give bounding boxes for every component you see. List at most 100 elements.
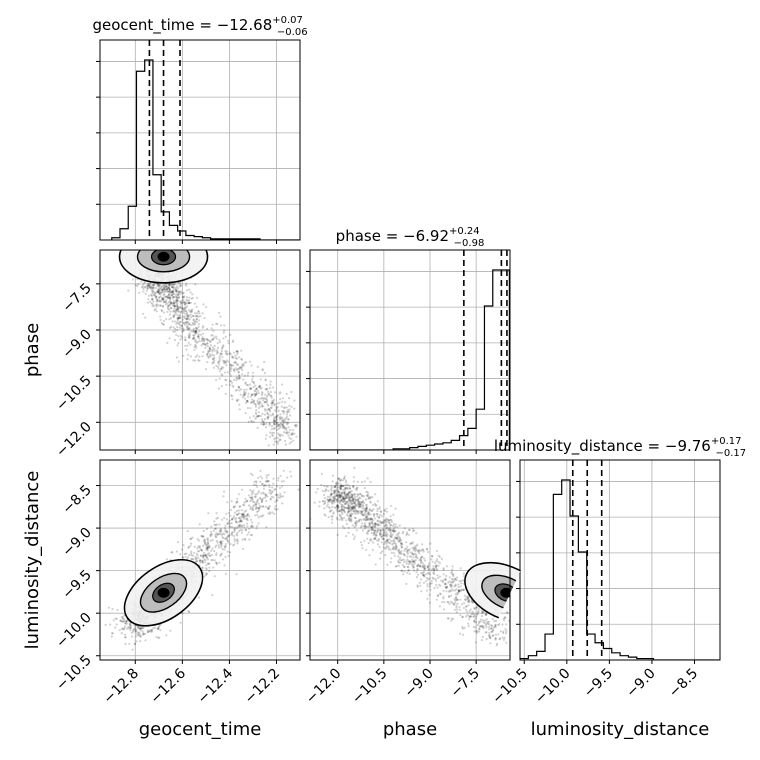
sample-point — [236, 513, 239, 516]
sample-point — [166, 302, 169, 305]
sample-point — [173, 304, 176, 307]
sample-point — [206, 549, 209, 552]
scatter-phase-vs-luminosity-distance-points — [310, 466, 510, 647]
sample-point — [289, 470, 292, 473]
sample-point — [212, 338, 215, 341]
sample-point — [192, 334, 195, 337]
sample-point — [247, 531, 250, 534]
sample-point — [408, 548, 411, 551]
sample-point — [330, 493, 333, 496]
sample-point — [169, 282, 172, 286]
sample-point — [292, 439, 295, 442]
sample-point — [237, 513, 240, 516]
sample-point — [272, 418, 276, 421]
sample-point — [407, 549, 410, 552]
sample-point — [281, 424, 284, 428]
sample-point — [189, 544, 192, 547]
sample-point — [354, 500, 357, 503]
sample-point — [225, 352, 228, 355]
sample-point — [194, 343, 197, 347]
sample-point — [352, 476, 355, 479]
sample-point — [256, 510, 259, 513]
sample-point — [199, 333, 203, 336]
sample-point — [354, 504, 357, 507]
sample-point — [226, 535, 229, 538]
sample-point — [243, 361, 246, 364]
sample-point — [419, 562, 422, 565]
sample-point — [348, 505, 351, 509]
sample-point — [365, 507, 368, 510]
sample-point — [267, 507, 270, 510]
sample-point — [242, 392, 245, 395]
sample-point — [355, 504, 358, 507]
sample-point — [251, 506, 254, 510]
sample-point — [128, 642, 131, 645]
sample-point — [157, 284, 160, 287]
sample-point — [372, 541, 375, 544]
sample-point — [174, 310, 177, 313]
sample-point — [174, 327, 177, 330]
sample-point — [123, 614, 126, 617]
sample-point — [286, 431, 289, 434]
sample-point — [161, 298, 164, 301]
sample-point — [343, 477, 346, 480]
sample-point — [146, 287, 149, 290]
sample-point — [176, 356, 179, 359]
sample-point — [161, 297, 164, 300]
sample-point — [392, 523, 395, 526]
sample-point — [177, 296, 180, 299]
sample-point — [230, 522, 233, 525]
sample-point — [485, 637, 488, 641]
sample-point — [436, 586, 439, 589]
sample-point — [343, 516, 346, 520]
sample-point — [394, 542, 397, 545]
sample-point — [488, 628, 491, 631]
sample-point — [187, 610, 190, 613]
sample-point — [221, 355, 224, 358]
sample-point — [260, 403, 263, 406]
sample-point — [158, 292, 161, 295]
sample-point — [406, 552, 409, 556]
sample-point — [186, 313, 189, 316]
sample-point — [345, 493, 348, 496]
sample-point — [279, 494, 282, 497]
sample-point — [290, 437, 293, 440]
sample-point — [394, 523, 397, 526]
sample-point — [394, 529, 397, 533]
sample-point — [133, 628, 136, 631]
sample-point — [349, 507, 352, 511]
sample-point — [333, 491, 336, 494]
sample-point — [265, 383, 268, 386]
sample-point — [459, 598, 462, 601]
sample-point — [168, 318, 171, 321]
sample-point — [480, 625, 483, 628]
sample-point — [331, 496, 334, 499]
sample-point — [343, 475, 346, 478]
sample-point — [326, 503, 329, 506]
sample-point — [342, 479, 345, 482]
sample-point — [266, 411, 269, 414]
sample-point — [402, 552, 405, 555]
sample-point — [436, 594, 440, 597]
sample-point — [474, 641, 477, 644]
sample-point — [252, 489, 255, 492]
sample-point — [275, 418, 278, 421]
sample-point — [202, 535, 205, 538]
sample-point — [199, 315, 202, 318]
sample-point — [452, 617, 455, 620]
sample-point — [412, 563, 415, 566]
sample-point — [258, 385, 261, 388]
sample-point — [257, 406, 260, 409]
sample-point — [247, 504, 251, 507]
sample-point — [418, 549, 421, 553]
sample-point — [242, 514, 245, 517]
sample-point — [348, 496, 351, 499]
sample-point — [124, 625, 127, 628]
sample-point — [346, 483, 349, 486]
sample-point — [266, 412, 269, 415]
sample-point — [347, 504, 350, 507]
sample-point — [364, 525, 367, 528]
sample-point — [229, 353, 232, 356]
sample-point — [197, 545, 200, 548]
sample-point — [233, 530, 236, 533]
